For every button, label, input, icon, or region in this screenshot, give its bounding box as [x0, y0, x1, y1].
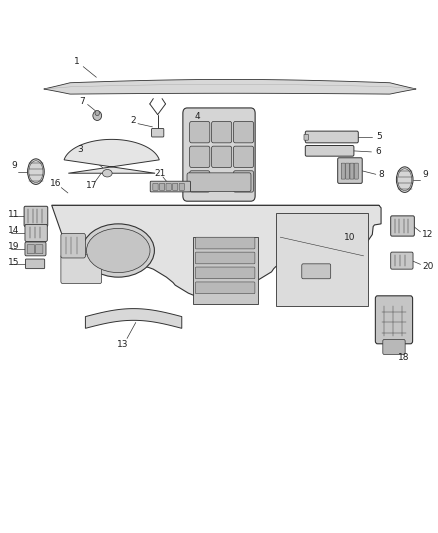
- Polygon shape: [85, 309, 182, 328]
- Bar: [193, 237, 258, 304]
- Ellipse shape: [93, 111, 102, 120]
- FancyBboxPatch shape: [233, 146, 254, 167]
- FancyBboxPatch shape: [341, 163, 345, 179]
- FancyBboxPatch shape: [61, 255, 102, 284]
- Text: 14: 14: [8, 227, 19, 235]
- FancyBboxPatch shape: [179, 183, 184, 190]
- FancyBboxPatch shape: [166, 183, 171, 190]
- Ellipse shape: [87, 228, 150, 273]
- FancyBboxPatch shape: [304, 134, 308, 140]
- Text: 5: 5: [377, 133, 382, 141]
- FancyBboxPatch shape: [183, 108, 255, 201]
- FancyBboxPatch shape: [391, 216, 414, 236]
- Text: 10: 10: [344, 233, 355, 241]
- FancyBboxPatch shape: [305, 146, 354, 156]
- FancyBboxPatch shape: [195, 267, 255, 279]
- FancyBboxPatch shape: [35, 245, 43, 254]
- Text: 11: 11: [8, 210, 19, 219]
- FancyBboxPatch shape: [195, 237, 255, 249]
- FancyBboxPatch shape: [190, 146, 210, 167]
- FancyBboxPatch shape: [383, 340, 405, 354]
- Text: 17: 17: [86, 181, 98, 190]
- FancyBboxPatch shape: [212, 146, 232, 167]
- Text: 19: 19: [8, 243, 19, 251]
- FancyBboxPatch shape: [173, 183, 178, 190]
- FancyBboxPatch shape: [346, 163, 350, 179]
- Ellipse shape: [102, 169, 112, 177]
- Polygon shape: [52, 205, 381, 298]
- FancyBboxPatch shape: [305, 131, 358, 143]
- FancyBboxPatch shape: [195, 282, 255, 294]
- Polygon shape: [64, 140, 159, 173]
- FancyBboxPatch shape: [25, 242, 46, 256]
- Text: 6: 6: [376, 148, 381, 156]
- FancyBboxPatch shape: [190, 122, 210, 143]
- FancyBboxPatch shape: [190, 171, 210, 192]
- Text: 1: 1: [74, 57, 80, 66]
- Text: 15: 15: [8, 258, 19, 266]
- FancyBboxPatch shape: [61, 233, 85, 258]
- FancyBboxPatch shape: [195, 252, 255, 264]
- Text: 4: 4: [194, 112, 200, 120]
- Text: 20: 20: [422, 262, 434, 271]
- Text: 9: 9: [11, 161, 17, 169]
- FancyBboxPatch shape: [350, 163, 354, 179]
- FancyBboxPatch shape: [153, 183, 158, 190]
- FancyBboxPatch shape: [354, 163, 358, 179]
- FancyBboxPatch shape: [338, 158, 362, 183]
- Ellipse shape: [82, 224, 154, 277]
- FancyBboxPatch shape: [187, 173, 251, 192]
- FancyBboxPatch shape: [302, 264, 331, 279]
- FancyBboxPatch shape: [24, 206, 48, 227]
- FancyBboxPatch shape: [233, 171, 254, 192]
- FancyBboxPatch shape: [25, 224, 47, 241]
- FancyBboxPatch shape: [391, 252, 413, 269]
- FancyBboxPatch shape: [150, 181, 191, 192]
- FancyBboxPatch shape: [212, 122, 232, 143]
- Text: 7: 7: [79, 97, 85, 106]
- Text: 13: 13: [117, 340, 128, 349]
- Text: 21: 21: [154, 169, 166, 177]
- FancyBboxPatch shape: [233, 122, 254, 143]
- Text: 8: 8: [379, 170, 385, 179]
- FancyBboxPatch shape: [375, 296, 413, 344]
- Text: 2: 2: [131, 117, 136, 125]
- FancyBboxPatch shape: [152, 128, 164, 137]
- Text: 16: 16: [50, 180, 61, 188]
- Ellipse shape: [95, 110, 99, 116]
- Ellipse shape: [396, 167, 413, 192]
- Text: 18: 18: [398, 353, 410, 361]
- FancyBboxPatch shape: [25, 259, 45, 269]
- FancyBboxPatch shape: [27, 245, 35, 254]
- Text: 9: 9: [423, 171, 428, 179]
- Text: 12: 12: [422, 230, 434, 239]
- FancyBboxPatch shape: [159, 183, 165, 190]
- Bar: [276, 213, 368, 306]
- Ellipse shape: [28, 159, 44, 184]
- Text: 3: 3: [77, 145, 83, 154]
- Polygon shape: [44, 79, 416, 94]
